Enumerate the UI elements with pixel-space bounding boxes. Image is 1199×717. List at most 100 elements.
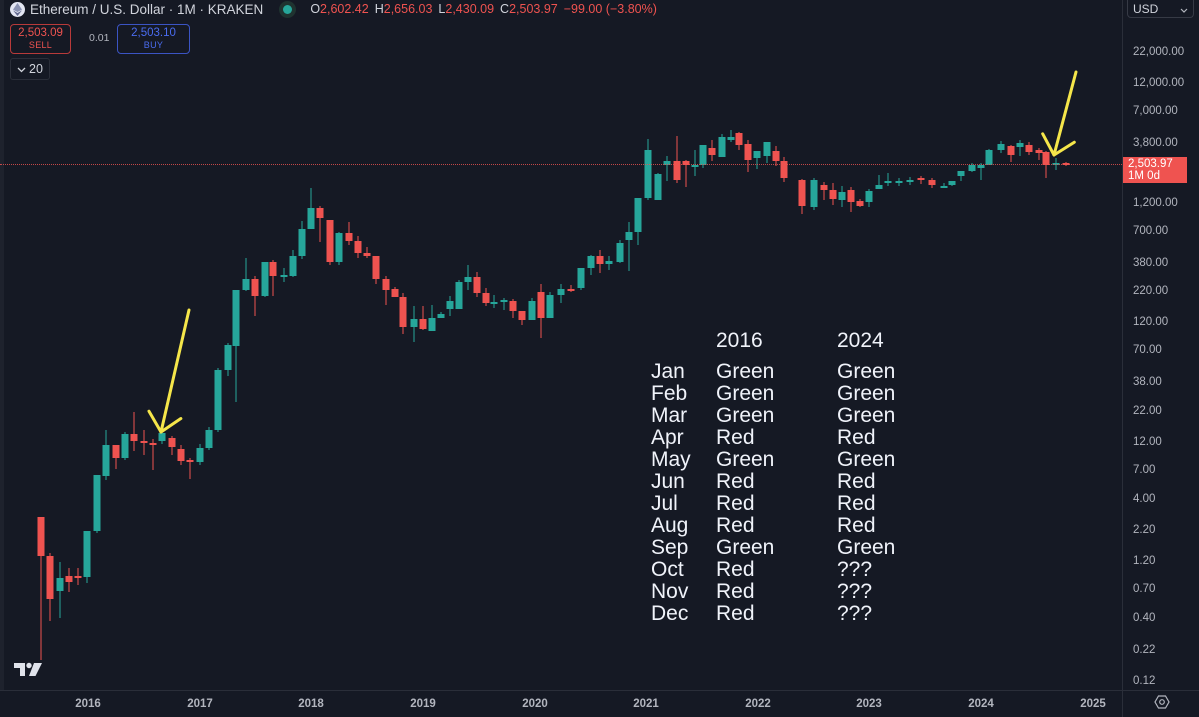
tradingview-logo[interactable]: [14, 662, 44, 683]
candle[interactable]: [455, 280, 463, 309]
candle[interactable]: [121, 432, 129, 460]
candle[interactable]: [261, 262, 269, 297]
candle[interactable]: [269, 260, 277, 296]
candle[interactable]: [83, 531, 91, 583]
candle[interactable]: [345, 222, 353, 245]
candle[interactable]: [509, 299, 517, 318]
candle[interactable]: [957, 171, 965, 181]
candle[interactable]: [177, 445, 185, 465]
candle[interactable]: [140, 430, 148, 455]
candle[interactable]: [1016, 140, 1024, 156]
candle[interactable]: [37, 517, 45, 660]
candle[interactable]: [464, 265, 472, 290]
candle[interactable]: [1025, 142, 1033, 155]
symbol-header[interactable]: Ethereum / U.S. Dollar · 1M · KRAKEN O2,…: [10, 0, 657, 18]
candle[interactable]: [673, 136, 681, 183]
candle[interactable]: [537, 284, 545, 338]
candle[interactable]: [391, 287, 399, 297]
candle[interactable]: [948, 181, 956, 186]
candle[interactable]: [727, 130, 735, 142]
candle[interactable]: [654, 173, 662, 200]
candle[interactable]: [928, 178, 936, 188]
candle[interactable]: [500, 298, 508, 310]
indicators-toggle-button[interactable]: 20: [10, 58, 50, 80]
candle[interactable]: [865, 189, 873, 207]
candle[interactable]: [205, 427, 213, 450]
candle[interactable]: [224, 343, 232, 376]
candle[interactable]: [847, 187, 855, 212]
candle[interactable]: [46, 553, 54, 621]
candle[interactable]: [616, 240, 624, 263]
candle[interactable]: [382, 276, 390, 305]
candle[interactable]: [335, 232, 343, 265]
candle[interactable]: [102, 430, 110, 480]
candle[interactable]: [316, 206, 324, 242]
sell-button[interactable]: 2,503.09 SELL: [10, 24, 71, 54]
candle[interactable]: [546, 292, 554, 318]
candle[interactable]: [567, 285, 575, 292]
candle[interactable]: [820, 182, 828, 200]
candle[interactable]: [780, 157, 788, 182]
candle[interactable]: [753, 151, 761, 169]
candle[interactable]: [326, 220, 334, 265]
candle[interactable]: [446, 296, 454, 316]
candle[interactable]: [596, 250, 604, 273]
buy-button[interactable]: 2,503.10 BUY: [117, 24, 190, 54]
candle[interactable]: [168, 436, 176, 455]
candle[interactable]: [490, 295, 498, 308]
candle[interactable]: [354, 236, 362, 258]
candle[interactable]: [708, 140, 716, 161]
candle[interactable]: [93, 475, 101, 533]
candle[interactable]: [875, 175, 883, 189]
candle[interactable]: [997, 141, 1005, 153]
candle[interactable]: [65, 568, 73, 592]
currency-selector[interactable]: USD: [1127, 0, 1194, 18]
candlestick-series[interactable]: [0, 0, 1122, 690]
candle[interactable]: [557, 284, 565, 303]
candle[interactable]: [186, 458, 194, 479]
candle[interactable]: [744, 140, 752, 172]
candle[interactable]: [663, 156, 671, 181]
candle[interactable]: [242, 258, 250, 291]
candle[interactable]: [410, 306, 418, 342]
candle[interactable]: [280, 268, 288, 282]
candle[interactable]: [625, 222, 633, 271]
candle[interactable]: [763, 142, 771, 163]
candle[interactable]: [232, 290, 240, 402]
candle[interactable]: [482, 288, 490, 306]
candle[interactable]: [298, 221, 306, 259]
candle[interactable]: [917, 176, 925, 184]
candle[interactable]: [838, 186, 846, 207]
candle[interactable]: [399, 293, 407, 334]
candle[interactable]: [644, 139, 652, 200]
price-axis[interactable]: [1122, 0, 1199, 690]
candle[interactable]: [856, 199, 864, 207]
candle[interactable]: [56, 562, 64, 618]
candle[interactable]: [214, 368, 222, 432]
candle[interactable]: [587, 255, 595, 275]
candle[interactable]: [940, 183, 948, 188]
candle[interactable]: [363, 247, 371, 258]
chart-plot-area[interactable]: [0, 0, 1122, 690]
candle[interactable]: [735, 132, 743, 150]
candle[interactable]: [1035, 148, 1043, 160]
candle[interactable]: [634, 198, 642, 245]
candle[interactable]: [289, 250, 297, 277]
candle[interactable]: [473, 272, 481, 297]
candle[interactable]: [74, 568, 82, 585]
candle[interactable]: [428, 305, 436, 331]
candle[interactable]: [528, 298, 536, 320]
candle[interactable]: [985, 149, 993, 165]
candle[interactable]: [251, 276, 259, 316]
candle[interactable]: [149, 439, 157, 470]
candle[interactable]: [977, 163, 985, 180]
candle[interactable]: [112, 445, 120, 469]
candle[interactable]: [437, 312, 445, 318]
candle[interactable]: [691, 150, 699, 176]
candle[interactable]: [307, 188, 315, 229]
candle[interactable]: [419, 306, 427, 330]
candle[interactable]: [577, 268, 585, 290]
candle[interactable]: [772, 146, 780, 166]
candle[interactable]: [196, 444, 204, 465]
candle[interactable]: [372, 256, 380, 284]
